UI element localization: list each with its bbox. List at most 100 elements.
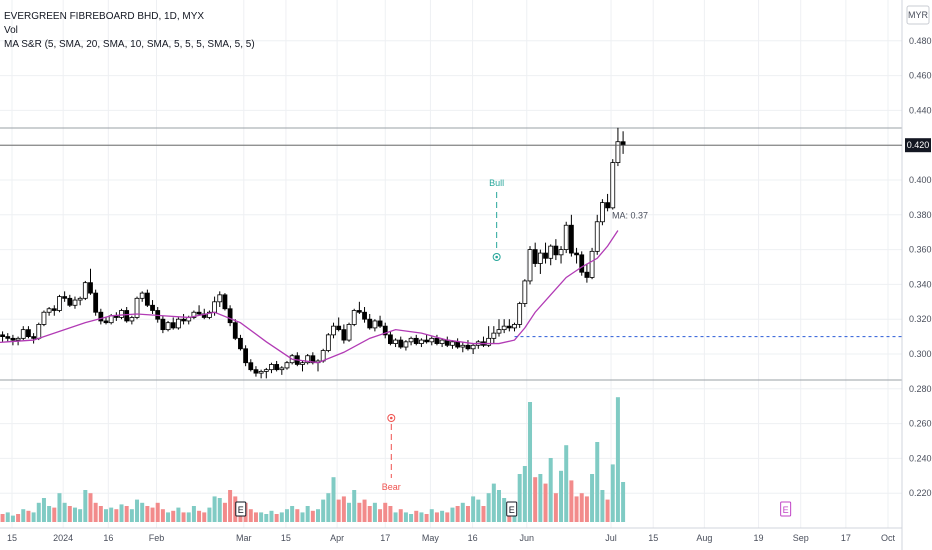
earnings-marker (506, 501, 518, 517)
candle-body (20, 329, 26, 339)
volume-bar (393, 512, 398, 522)
volume-bar (522, 466, 527, 522)
earnings-marker (780, 501, 792, 517)
bull-signal-marker (492, 253, 501, 261)
volume-bar (419, 512, 424, 522)
volume-bar (103, 509, 108, 522)
time-tick-label: 16 (468, 533, 478, 543)
time-tick-label: Aug (696, 533, 712, 543)
price-tick-label: 0.440 (909, 105, 932, 115)
volume-bar (564, 445, 569, 522)
candle-body (269, 364, 274, 371)
chart-legend: EVERGREEN FIBREBOARD BHD, 1D, MYX Vol MA… (4, 10, 255, 52)
volume-bar (295, 509, 300, 522)
volume-bar (160, 509, 165, 522)
earnings-marker-label: E (783, 505, 789, 515)
price-tick-label: 0.260 (909, 419, 932, 429)
chart-axes: 0.480 0.460 0.440 0.400 0.380 0.360 0.340 0.320… (7, 5, 932, 543)
volume-bar (181, 512, 186, 522)
volume-bar (528, 402, 533, 522)
volume-bar (5, 512, 10, 522)
candle-body (388, 334, 393, 344)
candle-body (403, 341, 409, 348)
price-tick-label: 0.240 (909, 453, 932, 463)
volume-bar (548, 458, 553, 522)
volume-bar (290, 506, 295, 522)
candle-body (119, 310, 124, 318)
candle-body (372, 320, 378, 329)
candle-body (615, 141, 621, 164)
volume-bar (388, 506, 393, 522)
time-tick-label: Mar (236, 533, 252, 543)
candle-body (51, 308, 57, 311)
candle-body (88, 282, 93, 294)
candle-body (258, 370, 264, 374)
volume-bar (166, 512, 171, 522)
price-tick-label: 0.320 (909, 314, 932, 324)
volume-bar (26, 510, 31, 522)
volume-bar (197, 510, 202, 522)
candle-body (491, 332, 497, 339)
currency-label: MYR (908, 10, 929, 20)
candle-body (553, 245, 559, 256)
volume-bar (331, 477, 336, 522)
volume-bar (383, 502, 388, 522)
volume-bar (155, 502, 160, 522)
volume-bar (171, 510, 176, 522)
volume-bar (114, 509, 119, 522)
legend-symbol-title[interactable]: EVERGREEN FIBREBOARD BHD, 1D, MYX (4, 11, 205, 22)
candle-body (496, 329, 502, 334)
volume-bar (465, 506, 470, 522)
price-tick-label: 0.400 (909, 175, 932, 185)
candle-body (382, 325, 388, 336)
volume-bar (0, 514, 5, 522)
candle-body (563, 224, 569, 251)
price-tick-label: 0.300 (909, 349, 932, 359)
candle-body (103, 320, 109, 324)
volume-bar (16, 514, 21, 522)
volume-bar (150, 507, 155, 522)
volume-bar (222, 502, 227, 522)
candle-body (139, 292, 145, 299)
volume-bar (429, 509, 434, 522)
volume-bar (434, 512, 439, 522)
volume-bar (233, 496, 238, 522)
candle-body (346, 324, 352, 341)
volume-bar (248, 509, 253, 522)
volume-bar (615, 397, 620, 522)
earnings-marker-label: E (509, 505, 515, 515)
time-tick-label: 16 (103, 533, 113, 543)
volume-bar (145, 506, 150, 522)
candle-body (212, 301, 217, 313)
time-tick-label: 17 (841, 533, 851, 543)
price-tick-label: 0.360 (909, 245, 932, 255)
volume-bar (486, 493, 491, 522)
volume-bar (367, 506, 372, 522)
volume-bar (253, 512, 258, 522)
price-tick-label: 0.460 (909, 71, 932, 81)
candle-body (300, 362, 305, 365)
candle-body (98, 311, 104, 322)
volume-bar (228, 490, 233, 522)
volume-bar (450, 507, 455, 522)
candle-body (377, 320, 383, 327)
volume-bar (326, 493, 331, 522)
volume-bar (455, 506, 460, 522)
candle-body (336, 325, 342, 331)
candle-body (93, 292, 99, 313)
candle-body (584, 271, 590, 278)
candle-body (129, 317, 135, 322)
volume-bar (362, 499, 367, 522)
candle-body (470, 344, 476, 350)
legend-indicator[interactable]: MA S&R (5, SMA, 20, SMA, 10, SMA, 5, 5, … (4, 39, 255, 50)
legend-volume[interactable]: Vol (4, 25, 18, 36)
volume-bar (124, 506, 129, 522)
volume-bar (584, 496, 589, 522)
volume-bar (336, 499, 341, 522)
candle-body (134, 297, 140, 318)
volume-bar (559, 470, 564, 522)
time-tick-label: 15 (648, 533, 658, 543)
volume-bar (269, 510, 274, 522)
volume-bar (605, 499, 610, 522)
